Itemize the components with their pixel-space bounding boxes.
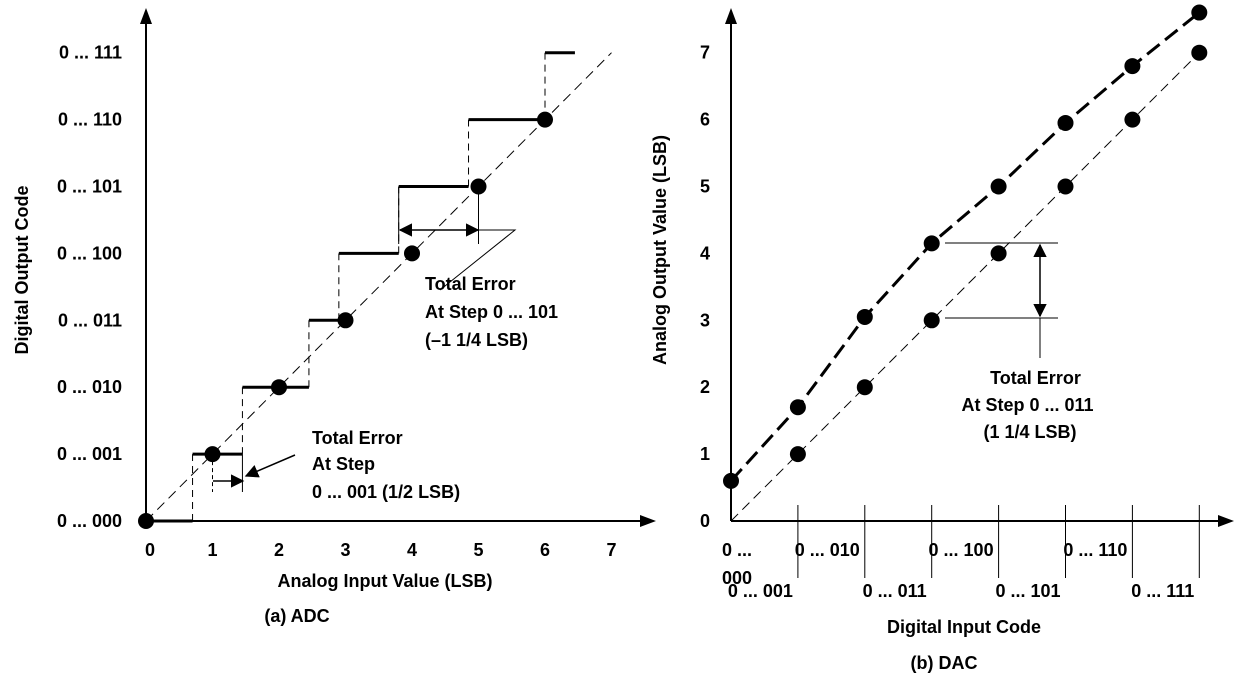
adc-y-axis-label: Digital Output Code: [12, 186, 32, 355]
dac-x-tick-label: 0 ... 001: [728, 581, 793, 601]
adc-point: [404, 245, 420, 262]
dac-ideal-point: [923, 312, 940, 329]
dac-actual-point: [856, 308, 873, 325]
dac-x-axis-label: Digital Input Code: [887, 617, 1041, 637]
dac-y-tick-label: 0: [700, 511, 710, 531]
dac-actual-line: [729, 11, 1201, 482]
adc-ideal-line: [145, 52, 612, 522]
adc-x-tick-label: 1: [207, 540, 217, 560]
adc-ideal-transfer-line: [145, 52, 612, 522]
dac-y-tick-label: 2: [700, 377, 710, 397]
dac-ideal-point: [1057, 178, 1074, 195]
adc-x-tick-label: 0: [145, 540, 155, 560]
dac-ideal-line: [730, 52, 1200, 522]
dac-y-ticks: 0 1 2 3 4 5 6 7: [700, 43, 710, 531]
adc-annotation-001: Total Error At Step 0 ... 001 (1/2 LSB): [312, 428, 460, 502]
adc-x-axis-label: Analog Input Value (LSB): [278, 571, 493, 591]
adc-x-tick-label: 3: [340, 540, 350, 560]
adc-point: [204, 446, 221, 463]
adc-y-axis-arrow-icon: [140, 8, 152, 24]
adc-x-axis-arrow-icon: [640, 515, 656, 527]
adc-y-ticks: 0 ... 000 0 ... 001 0 ... 010 0 ... 011 0 ..…: [57, 43, 122, 531]
adc-error-leader-001: [244, 454, 296, 478]
dac-points: [723, 4, 1208, 489]
adc-x-tick-label: 7: [606, 540, 616, 560]
adc-error-leader-101: [439, 229, 517, 291]
dac-x-tick-label: 0 ... 101: [995, 581, 1060, 601]
dac-x-tick-label: 0 ... 010: [795, 540, 860, 560]
adc-y-tick-label: 0 ... 111: [59, 43, 122, 63]
dac-y-tick-label: 1: [700, 444, 710, 464]
adc-x-ticks: 0 1 2 3 4 5 6 7: [145, 540, 617, 560]
dac-ideal-point: [990, 245, 1007, 262]
dac-x-tick-label: 0 ... 111: [1131, 581, 1194, 601]
adc-y-tick-label: 0 ... 101: [57, 177, 122, 197]
adc-annotation-101: Total Error At Step 0 ... 101 (–1 1/4 LS…: [425, 274, 563, 350]
adc-x-tick-label: 5: [473, 540, 483, 560]
dac-ideal-transfer-line: [730, 52, 1200, 522]
adc-y-tick-label: 0 ... 110: [58, 110, 122, 130]
adc-points: [138, 111, 553, 529]
adc-caption: (a) ADC: [264, 606, 329, 626]
dac-actual-transfer-line: [729, 11, 1201, 482]
dac-x-tick-label: 0 ... 100: [929, 540, 994, 560]
adc-y-tick-label: 0 ... 001: [57, 444, 122, 464]
adc-y-tick-label: 0 ... 010: [57, 377, 122, 397]
dac-y-tick-label: 4: [700, 243, 710, 263]
dac-y-axis-label: Analog Output Value (LSB): [650, 135, 670, 365]
dac-x-axis-arrow-icon: [1218, 515, 1234, 527]
dac-y-axis-arrow-icon: [725, 8, 737, 24]
adc-point: [537, 111, 553, 128]
dac-actual-point: [789, 399, 806, 416]
dac-y-tick-label: 6: [700, 110, 710, 130]
adc-x-tick-label: 6: [540, 540, 550, 560]
dac-actual-point: [723, 472, 739, 489]
dac-actual-point: [1191, 4, 1208, 21]
dac-y-tick-label: 5: [700, 177, 710, 197]
dac-x-tick-label: 0 ... 011: [863, 581, 927, 601]
adc-steps: [146, 51, 575, 523]
adc-x-tick-label: 4: [407, 540, 417, 560]
dac-x-tick-label: 0 ... 000: [722, 540, 752, 588]
adc-y-tick-label: 0 ... 000: [57, 511, 122, 531]
dac-y-tick-label: 3: [700, 310, 710, 330]
dac-x-tick-label: 0 ... 110: [1063, 540, 1127, 560]
dac-caption: (b) DAC: [911, 653, 978, 673]
dac-actual-point: [923, 235, 940, 252]
adc-point: [138, 513, 154, 529]
dac-actual-point: [990, 178, 1007, 195]
dac-actual-point: [1057, 114, 1074, 131]
dac-ideal-point: [856, 379, 873, 396]
adc-point: [470, 178, 487, 195]
adc-x-tick-label: 2: [274, 540, 284, 560]
adc-point: [271, 379, 287, 396]
dac-ideal-point: [789, 446, 806, 463]
dac-ideal-point: [1124, 111, 1141, 128]
adc-y-tick-label: 0 ... 011: [58, 310, 122, 330]
adc-y-tick-label: 0 ... 100: [57, 243, 122, 263]
dac-annotation-011: Total Error At Step 0 ... 011 (1 1/4 LSB…: [961, 368, 1098, 442]
dac-ideal-point: [1191, 44, 1208, 61]
dac-y-tick-label: 7: [700, 43, 710, 63]
dac-actual-point: [1124, 58, 1141, 75]
adc-point: [337, 312, 354, 329]
